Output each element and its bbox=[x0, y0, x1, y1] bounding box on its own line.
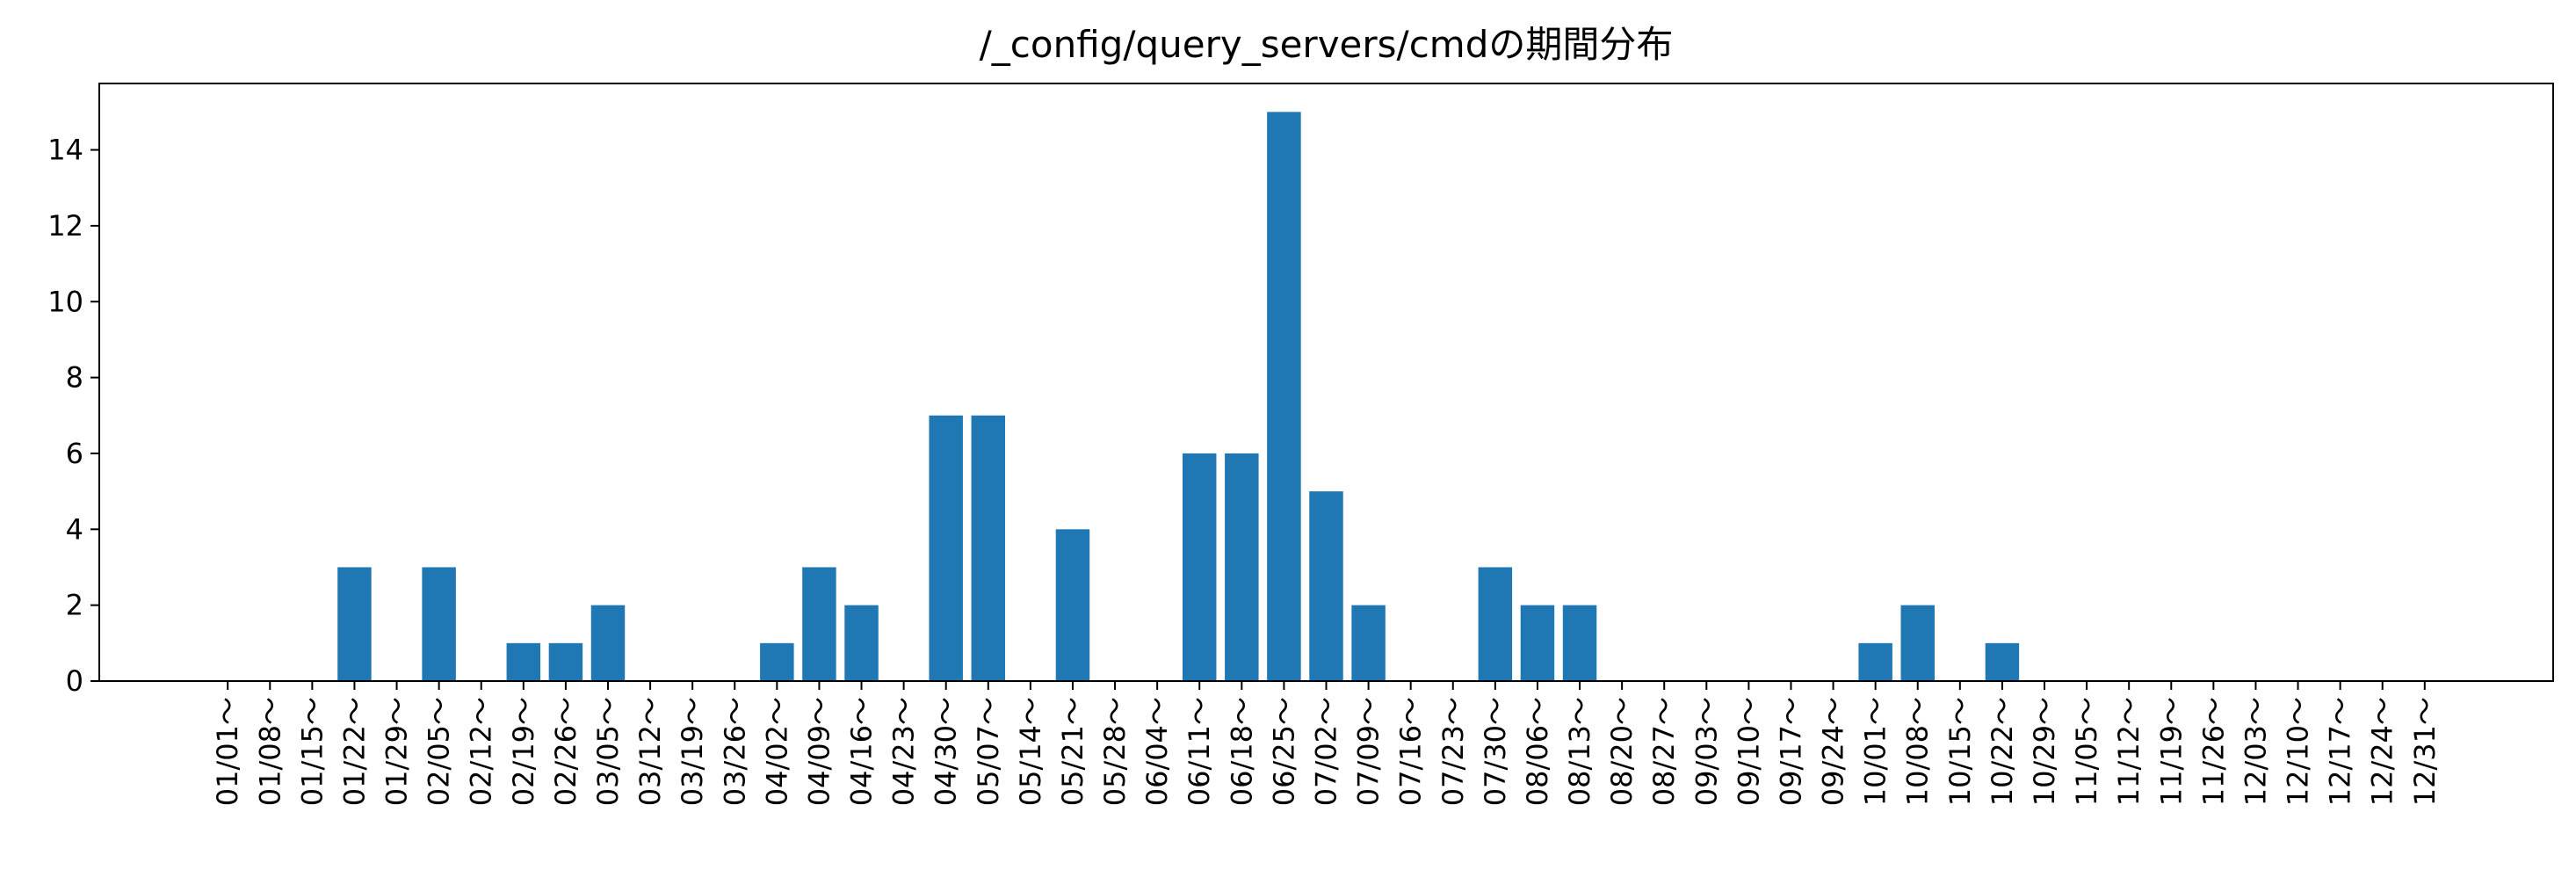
x-tick-label: 02/12～ bbox=[465, 697, 498, 806]
x-tick-label: 12/17～ bbox=[2324, 697, 2357, 806]
x-tick-label: 11/05～ bbox=[2070, 697, 2103, 806]
bar-04/16～ bbox=[844, 605, 879, 681]
bar-07/02～ bbox=[1309, 491, 1343, 681]
y-tick-label: 6 bbox=[66, 437, 83, 470]
x-tick-label: 07/02～ bbox=[1310, 697, 1343, 806]
bar-02/05～ bbox=[422, 567, 456, 681]
x-tick-label: 01/01～ bbox=[211, 697, 244, 806]
x-tick-label: 05/07～ bbox=[972, 697, 1005, 806]
bar-04/09～ bbox=[802, 567, 836, 681]
x-tick-label: 09/03～ bbox=[1690, 697, 1723, 806]
chart-title: /_config/query_servers/cmdの期間分布 bbox=[980, 23, 1674, 66]
x-tick-label: 07/23～ bbox=[1436, 697, 1470, 806]
x-tick-label: 07/09～ bbox=[1352, 697, 1386, 806]
bar-03/05～ bbox=[590, 605, 626, 681]
x-tick-label: 02/19～ bbox=[507, 697, 540, 806]
x-tick-label: 12/24～ bbox=[2366, 697, 2399, 806]
bar-02/19～ bbox=[506, 642, 541, 681]
y-tick-label: 14 bbox=[47, 134, 83, 167]
x-tick-label: 10/08～ bbox=[1901, 697, 1935, 806]
bars-group bbox=[337, 112, 2020, 681]
x-tick-label: 11/26～ bbox=[2196, 697, 2230, 806]
bar-10/22～ bbox=[1985, 642, 2020, 681]
bar-07/30～ bbox=[1478, 567, 1513, 681]
x-tick-label: 11/19～ bbox=[2154, 697, 2188, 806]
x-tick-label: 04/16～ bbox=[845, 697, 879, 806]
x-tick-label: 02/05～ bbox=[423, 697, 456, 806]
x-tick-label: 10/01～ bbox=[1859, 697, 1892, 806]
bar-06/18～ bbox=[1225, 453, 1259, 681]
x-tick-label: 12/03～ bbox=[2239, 697, 2272, 806]
x-tick-label: 01/15～ bbox=[295, 697, 329, 806]
bar-08/13～ bbox=[1562, 605, 1597, 681]
x-tick-label: 03/12～ bbox=[633, 697, 667, 806]
x-tick-label: 05/28～ bbox=[1098, 697, 1132, 806]
x-tick-label: 08/06～ bbox=[1521, 697, 1554, 806]
x-tick-label: 03/05～ bbox=[591, 697, 625, 806]
x-tick-label: 06/18～ bbox=[1225, 697, 1258, 806]
x-tick-label: 01/08～ bbox=[253, 697, 286, 806]
x-tick-label: 08/20～ bbox=[1605, 697, 1639, 806]
x-tick-label: 04/02～ bbox=[760, 697, 793, 806]
x-tick-label: 08/13～ bbox=[1563, 697, 1596, 806]
x-tick-label: 07/30～ bbox=[1479, 697, 1512, 806]
x-tick-label: 06/04～ bbox=[1140, 697, 1174, 806]
y-tick-label: 4 bbox=[66, 512, 83, 546]
x-tick-label: 01/22～ bbox=[337, 697, 371, 806]
bar-10/08～ bbox=[1900, 605, 1935, 681]
x-tick-label: 08/27～ bbox=[1647, 697, 1681, 806]
x-tick-label: 05/14～ bbox=[1014, 697, 1047, 806]
x-tick-label: 02/26～ bbox=[549, 697, 582, 806]
x-tick-label: 10/29～ bbox=[2028, 697, 2061, 806]
x-tick-label: 07/16～ bbox=[1394, 697, 1428, 806]
x-tick-label: 11/12～ bbox=[2112, 697, 2145, 806]
x-tick-label: 09/10～ bbox=[1732, 697, 1765, 806]
x-tick-label: 01/29～ bbox=[380, 697, 414, 806]
y-tick-label: 10 bbox=[47, 285, 83, 318]
y-tick-label: 2 bbox=[66, 589, 83, 622]
x-tick-label: 05/21～ bbox=[1056, 697, 1089, 806]
x-tick-label: 10/15～ bbox=[1943, 697, 1977, 806]
plot-frame bbox=[98, 83, 2554, 682]
bar-04/30～ bbox=[929, 415, 963, 681]
bar-01/22～ bbox=[337, 567, 372, 681]
y-tick-label: 8 bbox=[66, 361, 83, 395]
y-axis: 0 2 4 6 8 10 12 14 bbox=[47, 134, 99, 698]
x-tick-label: 04/30～ bbox=[930, 697, 963, 806]
bar-04/02～ bbox=[760, 642, 794, 681]
x-tick-label: 04/09～ bbox=[802, 697, 836, 806]
x-tick-label: 12/31～ bbox=[2408, 697, 2442, 806]
bar-07/09～ bbox=[1351, 605, 1386, 681]
x-tick-label: 09/24～ bbox=[1817, 697, 1850, 806]
x-tick-label: 04/23～ bbox=[887, 697, 921, 806]
x-tick-label: 10/22～ bbox=[1986, 697, 2019, 806]
x-tick-label: 03/26～ bbox=[718, 697, 751, 806]
bar-05/07～ bbox=[971, 415, 1006, 681]
bar-02/26～ bbox=[548, 642, 583, 681]
bar-08/06～ bbox=[1520, 605, 1555, 681]
bar-05/21～ bbox=[1055, 529, 1090, 681]
y-tick-label: 12 bbox=[47, 209, 83, 243]
bar-10/01～ bbox=[1858, 642, 1892, 681]
bar-06/25～ bbox=[1267, 112, 1301, 681]
x-tick-label: 06/25～ bbox=[1267, 697, 1300, 806]
x-tick-label: 12/10～ bbox=[2282, 697, 2315, 806]
x-tick-label: 03/19～ bbox=[676, 697, 709, 806]
bar-06/11～ bbox=[1182, 453, 1217, 681]
x-tick-label: 09/17～ bbox=[1774, 697, 1807, 806]
x-axis: 01/01～ 01/08～ 01/15～ 01/22～ 01/29～ 02/05～ 02/1… bbox=[211, 681, 2442, 806]
y-tick-label: 0 bbox=[66, 664, 83, 698]
x-tick-label: 06/11～ bbox=[1183, 697, 1216, 806]
